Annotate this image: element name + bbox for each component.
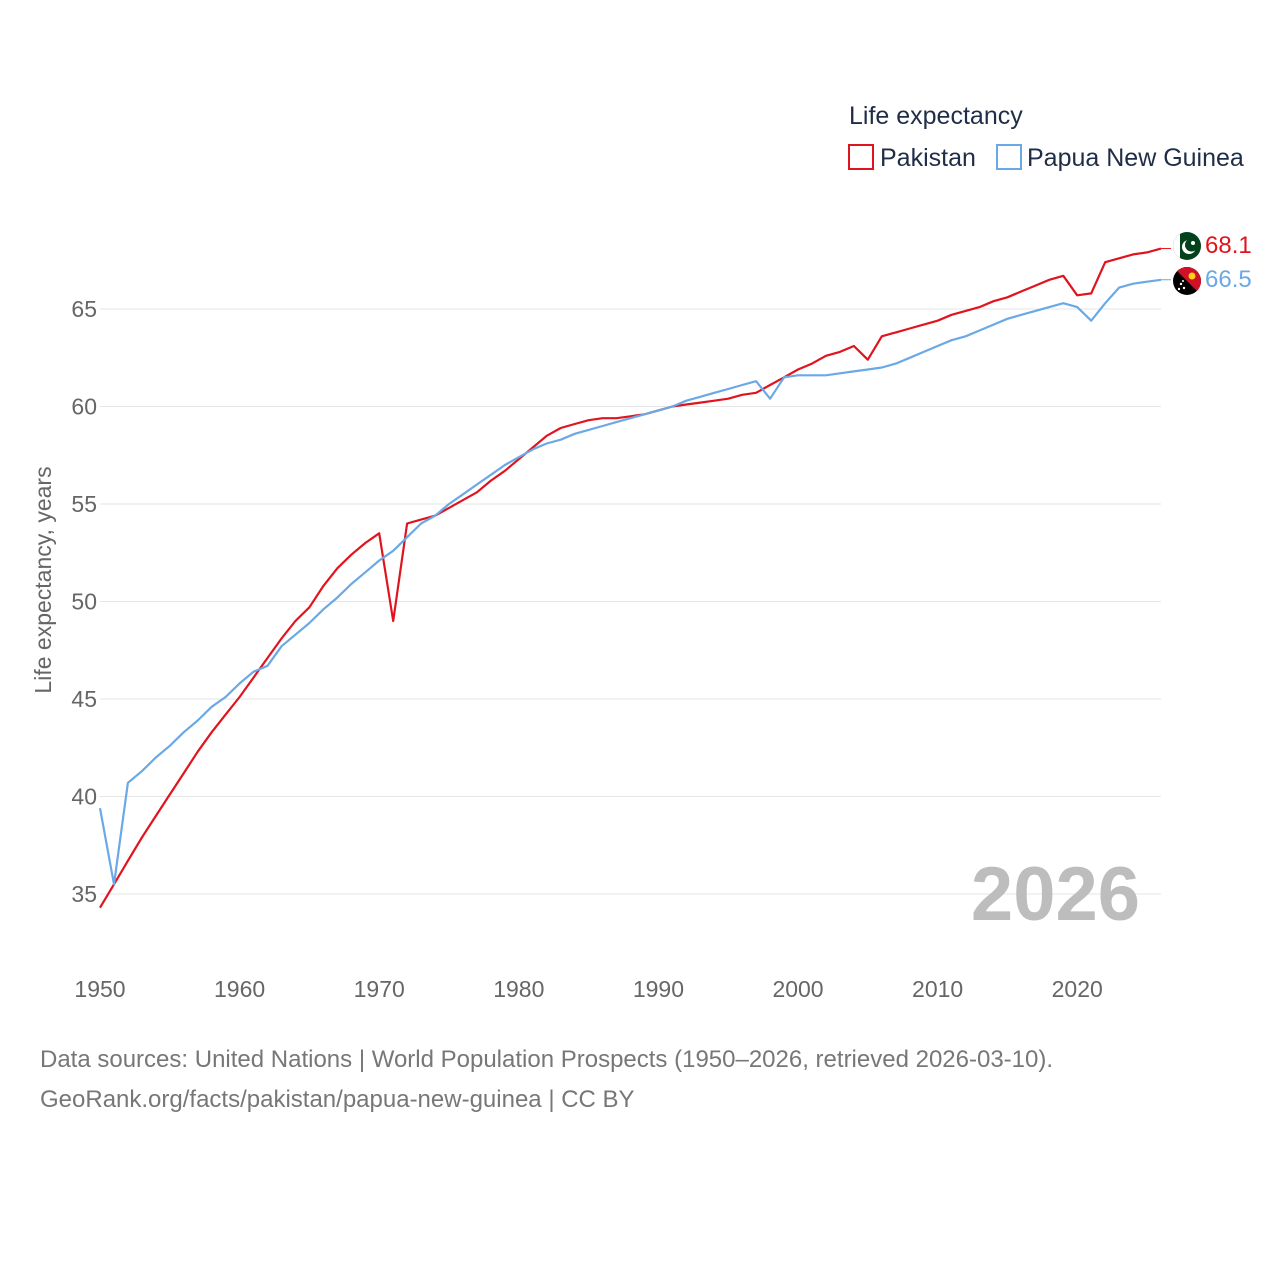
legend-swatch-papua-new-guinea [996, 144, 1022, 170]
source-line-1: Data sources: United Nations | World Pop… [40, 1046, 1054, 1073]
pakistan-flag-icon [1173, 232, 1201, 260]
legend-title: Life expectancy [849, 102, 1023, 130]
x-tick-label-1950: 1950 [74, 976, 125, 1002]
papua-new-guinea-flag-icon [1173, 267, 1201, 295]
x-axis-ticks: 1950 1960 1970 1980 1990 2000 2010 2020 [74, 976, 1102, 1002]
series-lines [98, 247, 1171, 909]
source-line-2[interactable]: GeoRank.org/facts/pakistan/papua-new-gui… [40, 1086, 635, 1113]
x-tick-label-1990: 1990 [633, 976, 684, 1002]
legend-label-papua-new-guinea: Papua New Guinea [1027, 144, 1244, 172]
x-tick-label-2000: 2000 [772, 976, 823, 1002]
y-tick-label-55: 55 [71, 491, 97, 517]
y-tick-label-40: 40 [71, 784, 97, 810]
series-line-papua-new-guinea [98, 278, 1162, 886]
x-tick-label-1970: 1970 [354, 976, 405, 1002]
y-axis-ticks: 35 40 45 50 55 60 65 [71, 296, 97, 907]
legend-item-papua-new-guinea[interactable]: Papua New Guinea [996, 144, 1244, 172]
x-tick-label-1960: 1960 [214, 976, 265, 1002]
end-label-pakistan: 68.1 [1205, 232, 1252, 259]
series-line-pakistan [99, 247, 1162, 909]
y-tick-label-35: 35 [71, 881, 97, 907]
y-tick-label-45: 45 [71, 686, 97, 712]
x-tick-label-1980: 1980 [493, 976, 544, 1002]
legend-swatch-pakistan [848, 144, 874, 170]
legend-item-pakistan[interactable]: Pakistan [848, 144, 976, 172]
y-tick-label-50: 50 [71, 589, 97, 615]
life-expectancy-chart: 35 40 45 50 55 60 65 1950 1960 1970 1980 1990 2000 2… [30, 102, 1252, 1002]
y-axis-title: Life expectancy, years [30, 466, 56, 693]
legend-label-pakistan: Pakistan [880, 144, 976, 172]
x-tick-label-2020: 2020 [1052, 976, 1103, 1002]
legend[interactable]: Life expectancy Pakistan Papua New Guine… [848, 102, 1244, 172]
x-tick-label-2010: 2010 [912, 976, 963, 1002]
gridlines [100, 308, 1161, 895]
data-source-note: Data sources: United Nations | World Pop… [40, 1040, 1053, 1120]
year-watermark: 2026 [971, 852, 1140, 937]
y-tick-label-60: 60 [71, 394, 97, 420]
y-tick-label-65: 65 [71, 296, 97, 322]
end-label-papua-new-guinea: 66.5 [1205, 266, 1252, 293]
